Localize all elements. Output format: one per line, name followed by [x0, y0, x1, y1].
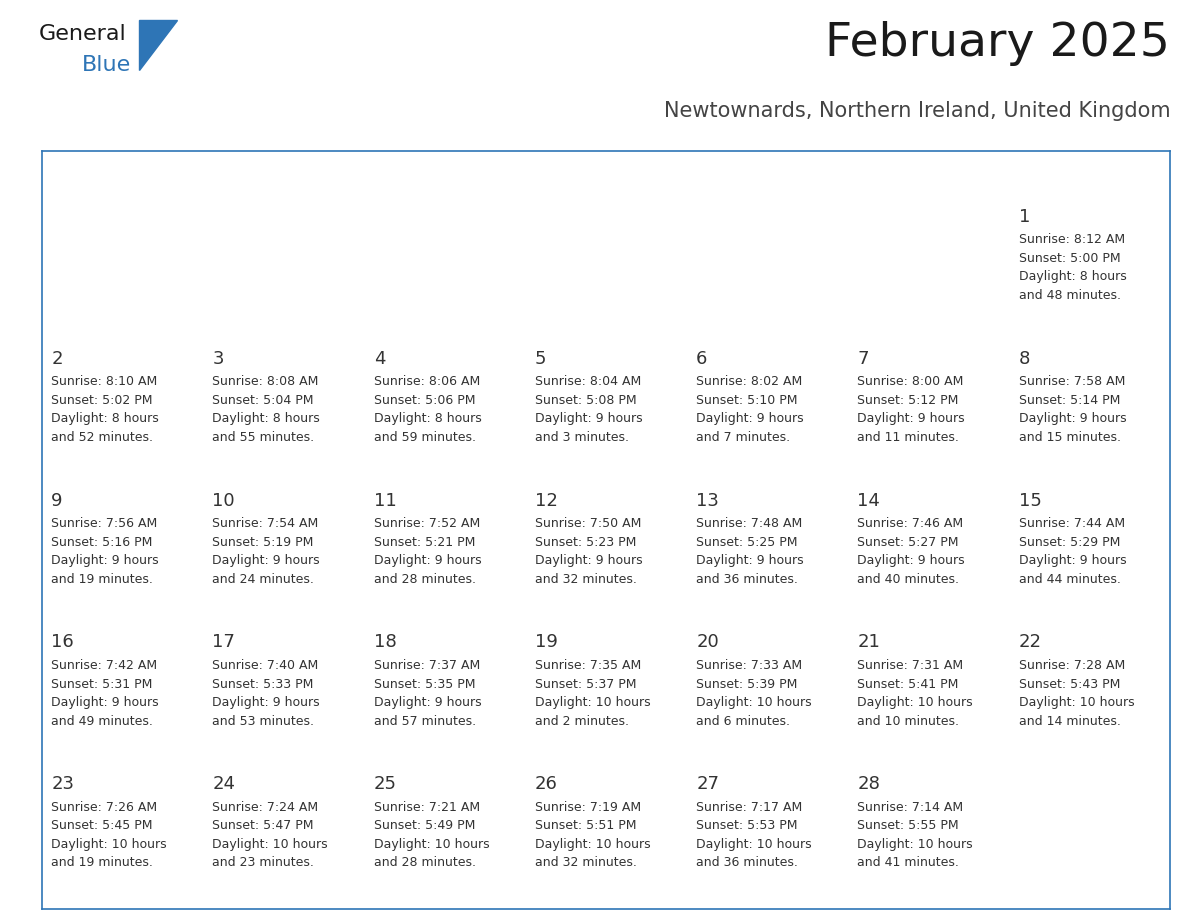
- Text: Sunrise: 7:46 AM
Sunset: 5:27 PM
Daylight: 9 hours
and 40 minutes.: Sunrise: 7:46 AM Sunset: 5:27 PM Dayligh…: [858, 517, 965, 586]
- Text: 7: 7: [858, 350, 868, 367]
- Text: 25: 25: [374, 776, 397, 793]
- Text: Sunrise: 7:24 AM
Sunset: 5:47 PM
Daylight: 10 hours
and 23 minutes.: Sunrise: 7:24 AM Sunset: 5:47 PM Dayligh…: [213, 801, 328, 869]
- Text: Sunrise: 7:35 AM
Sunset: 5:37 PM
Daylight: 10 hours
and 2 minutes.: Sunrise: 7:35 AM Sunset: 5:37 PM Dayligh…: [535, 659, 651, 728]
- Text: Sunrise: 7:42 AM
Sunset: 5:31 PM
Daylight: 9 hours
and 49 minutes.: Sunrise: 7:42 AM Sunset: 5:31 PM Dayligh…: [51, 659, 159, 728]
- Text: 9: 9: [51, 491, 63, 509]
- Text: Newtownards, Northern Ireland, United Kingdom: Newtownards, Northern Ireland, United Ki…: [664, 101, 1170, 121]
- Text: Sunrise: 7:37 AM
Sunset: 5:35 PM
Daylight: 9 hours
and 57 minutes.: Sunrise: 7:37 AM Sunset: 5:35 PM Dayligh…: [374, 659, 481, 728]
- Text: Sunrise: 7:31 AM
Sunset: 5:41 PM
Daylight: 10 hours
and 10 minutes.: Sunrise: 7:31 AM Sunset: 5:41 PM Dayligh…: [858, 659, 973, 728]
- Text: 17: 17: [213, 633, 235, 652]
- Text: Sunrise: 7:40 AM
Sunset: 5:33 PM
Daylight: 9 hours
and 53 minutes.: Sunrise: 7:40 AM Sunset: 5:33 PM Dayligh…: [213, 659, 320, 728]
- Text: 24: 24: [213, 776, 235, 793]
- Text: 16: 16: [51, 633, 74, 652]
- Text: Tuesday: Tuesday: [372, 166, 447, 185]
- Text: 12: 12: [535, 491, 558, 509]
- Text: 18: 18: [374, 633, 397, 652]
- Text: 21: 21: [858, 633, 880, 652]
- Text: Sunrise: 8:10 AM
Sunset: 5:02 PM
Daylight: 8 hours
and 52 minutes.: Sunrise: 8:10 AM Sunset: 5:02 PM Dayligh…: [51, 375, 159, 443]
- Text: 28: 28: [858, 776, 880, 793]
- Text: Sunrise: 8:00 AM
Sunset: 5:12 PM
Daylight: 9 hours
and 11 minutes.: Sunrise: 8:00 AM Sunset: 5:12 PM Dayligh…: [858, 375, 965, 443]
- Text: Sunrise: 8:04 AM
Sunset: 5:08 PM
Daylight: 9 hours
and 3 minutes.: Sunrise: 8:04 AM Sunset: 5:08 PM Dayligh…: [535, 375, 643, 443]
- Text: 26: 26: [535, 776, 558, 793]
- Text: Sunrise: 7:56 AM
Sunset: 5:16 PM
Daylight: 9 hours
and 19 minutes.: Sunrise: 7:56 AM Sunset: 5:16 PM Dayligh…: [51, 517, 159, 586]
- Text: 8: 8: [1018, 350, 1030, 367]
- Text: Sunrise: 7:52 AM
Sunset: 5:21 PM
Daylight: 9 hours
and 28 minutes.: Sunrise: 7:52 AM Sunset: 5:21 PM Dayligh…: [374, 517, 481, 586]
- Text: Friday: Friday: [855, 166, 911, 185]
- Text: Sunrise: 7:28 AM
Sunset: 5:43 PM
Daylight: 10 hours
and 14 minutes.: Sunrise: 7:28 AM Sunset: 5:43 PM Dayligh…: [1018, 659, 1135, 728]
- Text: Sunrise: 7:54 AM
Sunset: 5:19 PM
Daylight: 9 hours
and 24 minutes.: Sunrise: 7:54 AM Sunset: 5:19 PM Dayligh…: [213, 517, 320, 586]
- Text: Blue: Blue: [82, 55, 132, 75]
- Text: Monday: Monday: [211, 166, 282, 185]
- Text: Wednesday: Wednesday: [533, 166, 638, 185]
- Polygon shape: [139, 20, 177, 70]
- Text: Saturday: Saturday: [1017, 166, 1098, 185]
- Text: Sunrise: 8:12 AM
Sunset: 5:00 PM
Daylight: 8 hours
and 48 minutes.: Sunrise: 8:12 AM Sunset: 5:00 PM Dayligh…: [1018, 233, 1126, 302]
- Text: 13: 13: [696, 491, 719, 509]
- Text: 23: 23: [51, 776, 75, 793]
- Text: February 2025: February 2025: [826, 21, 1170, 66]
- Text: Sunrise: 7:26 AM
Sunset: 5:45 PM
Daylight: 10 hours
and 19 minutes.: Sunrise: 7:26 AM Sunset: 5:45 PM Dayligh…: [51, 801, 166, 869]
- Text: Sunrise: 7:19 AM
Sunset: 5:51 PM
Daylight: 10 hours
and 32 minutes.: Sunrise: 7:19 AM Sunset: 5:51 PM Dayligh…: [535, 801, 651, 869]
- Text: 3: 3: [213, 350, 225, 367]
- Text: Sunrise: 7:33 AM
Sunset: 5:39 PM
Daylight: 10 hours
and 6 minutes.: Sunrise: 7:33 AM Sunset: 5:39 PM Dayligh…: [696, 659, 811, 728]
- Text: Sunrise: 7:50 AM
Sunset: 5:23 PM
Daylight: 9 hours
and 32 minutes.: Sunrise: 7:50 AM Sunset: 5:23 PM Dayligh…: [535, 517, 643, 586]
- Text: 2: 2: [51, 350, 63, 367]
- Text: Sunrise: 7:17 AM
Sunset: 5:53 PM
Daylight: 10 hours
and 36 minutes.: Sunrise: 7:17 AM Sunset: 5:53 PM Dayligh…: [696, 801, 811, 869]
- Text: Sunrise: 7:48 AM
Sunset: 5:25 PM
Daylight: 9 hours
and 36 minutes.: Sunrise: 7:48 AM Sunset: 5:25 PM Dayligh…: [696, 517, 804, 586]
- Text: 27: 27: [696, 776, 719, 793]
- Text: Sunrise: 7:58 AM
Sunset: 5:14 PM
Daylight: 9 hours
and 15 minutes.: Sunrise: 7:58 AM Sunset: 5:14 PM Dayligh…: [1018, 375, 1126, 443]
- Text: 20: 20: [696, 633, 719, 652]
- Text: 19: 19: [535, 633, 558, 652]
- Text: Sunrise: 7:14 AM
Sunset: 5:55 PM
Daylight: 10 hours
and 41 minutes.: Sunrise: 7:14 AM Sunset: 5:55 PM Dayligh…: [858, 801, 973, 869]
- Text: 10: 10: [213, 491, 235, 509]
- Text: Sunrise: 8:06 AM
Sunset: 5:06 PM
Daylight: 8 hours
and 59 minutes.: Sunrise: 8:06 AM Sunset: 5:06 PM Dayligh…: [374, 375, 481, 443]
- Text: Sunrise: 8:02 AM
Sunset: 5:10 PM
Daylight: 9 hours
and 7 minutes.: Sunrise: 8:02 AM Sunset: 5:10 PM Dayligh…: [696, 375, 804, 443]
- Text: Sunday: Sunday: [50, 166, 116, 185]
- Text: 6: 6: [696, 350, 708, 367]
- Text: 22: 22: [1018, 633, 1042, 652]
- Text: 1: 1: [1018, 207, 1030, 226]
- Text: 4: 4: [374, 350, 385, 367]
- Text: Sunrise: 7:44 AM
Sunset: 5:29 PM
Daylight: 9 hours
and 44 minutes.: Sunrise: 7:44 AM Sunset: 5:29 PM Dayligh…: [1018, 517, 1126, 586]
- Text: 5: 5: [535, 350, 546, 367]
- Text: Sunrise: 8:08 AM
Sunset: 5:04 PM
Daylight: 8 hours
and 55 minutes.: Sunrise: 8:08 AM Sunset: 5:04 PM Dayligh…: [213, 375, 321, 443]
- Text: 15: 15: [1018, 491, 1042, 509]
- Text: General: General: [39, 25, 127, 44]
- Text: 14: 14: [858, 491, 880, 509]
- Text: Sunrise: 7:21 AM
Sunset: 5:49 PM
Daylight: 10 hours
and 28 minutes.: Sunrise: 7:21 AM Sunset: 5:49 PM Dayligh…: [374, 801, 489, 869]
- Text: Thursday: Thursday: [695, 166, 778, 185]
- Text: 11: 11: [374, 491, 397, 509]
